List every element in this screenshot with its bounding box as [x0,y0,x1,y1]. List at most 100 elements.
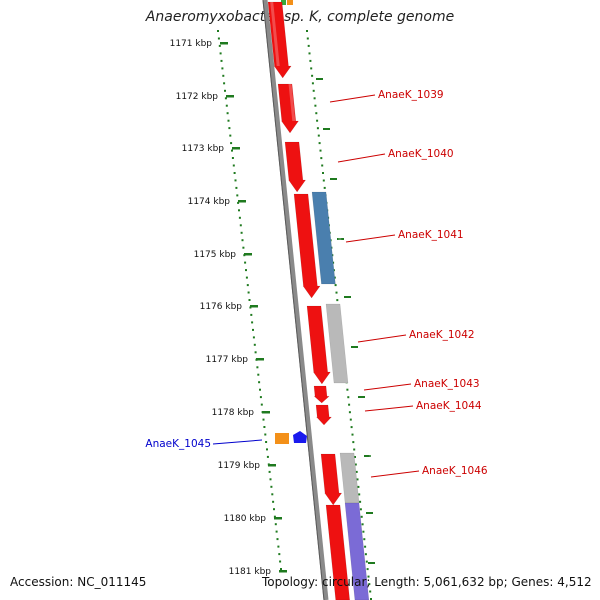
scale-dot [237,201,240,204]
tick-mark [279,570,287,573]
gene-shading [359,405,364,417]
scale-dot [360,515,363,518]
gene-block-AnaeK_1046 [339,452,360,504]
scale-dot [310,67,313,70]
scale-dot [311,74,314,77]
gene-arrow-AnaeK_1040 [277,83,299,134]
scale-dot [219,52,222,55]
scale-dot [348,411,351,414]
tick-label: 1173 kbp [182,144,225,154]
gene-arrow-AnaeK_1043b [313,385,330,404]
scale-dot [349,418,352,421]
scale-dot [235,186,238,189]
gene-block-lower [344,502,370,600]
scale-dot [245,269,247,272]
scale-dot [269,478,272,481]
map-title: Anaeromyxobacter sp. K, complete genome [145,9,455,25]
scale-dot [318,142,321,145]
scale-dot [224,97,227,100]
gene-label[interactable]: AnaeK_1045 [145,438,211,450]
gene-arrow-AnaeK_1043 [306,305,331,385]
scale-dot [239,224,242,227]
scale-dot [316,119,319,122]
gene-block-AnaeK_1041 [311,191,336,285]
gene-shading [379,505,391,588]
scale-dot [244,261,247,264]
scale-dot [280,568,282,570]
scale-dot [313,97,316,100]
tick-label: 1179 kbp [218,461,261,471]
scale-dot [265,441,268,443]
gene-shading [340,306,350,372]
scale-dot [353,448,356,451]
scale-dot [279,560,282,563]
scale-dot [218,44,221,47]
scale-dot [306,30,308,32]
scale-dot [222,74,225,77]
tick-mark [226,95,234,98]
scale-dot [231,157,234,159]
tick-label: 1174 kbp [188,197,231,207]
label-leader-line [329,94,376,103]
gene-shading [288,84,296,121]
label-leader-line [363,383,412,391]
scale-ticks: 1171 kbp 1172 kbp 1173 kbp 1174 kbp 1175 kbp… [170,39,287,577]
scale-dot [355,470,358,473]
scale-dot [272,500,275,503]
scale-dot [266,448,268,451]
gene-feature-partial [287,0,293,5]
gene-label[interactable]: AnaeK_1039 [378,89,444,101]
gene-shading [358,304,369,371]
scale-dot [317,134,320,137]
gene-label[interactable]: AnaeK_1043 [414,378,480,390]
scale-dot [311,82,314,85]
scale-dot [322,172,324,174]
tick-mark [274,517,282,520]
scale-dot [228,127,231,130]
scale-dot [238,209,240,212]
scale-dot [245,276,248,279]
outer-scale-dash [368,562,375,564]
scale-dot [351,433,354,436]
scale-dot [364,545,367,548]
gene-shading [333,192,345,272]
scale-dot [236,194,239,197]
scale-dot [333,276,336,279]
scale-dot [256,366,259,369]
scale-dot [259,388,261,391]
scale-dot [224,89,226,92]
scale-dot [370,598,372,600]
scale-dot [336,299,339,302]
gene-label[interactable]: AnaeK_1044 [416,400,482,412]
gene-label[interactable]: AnaeK_1040 [388,148,454,160]
outer-scale-dash [366,512,373,514]
scale-dot [247,291,250,294]
gene-label[interactable]: AnaeK_1046 [422,465,488,477]
scale-dot [278,553,281,556]
scale-dot [348,403,351,406]
tick-label: 1171 kbp [170,39,213,49]
scale-dot [352,441,355,444]
scale-dot [263,426,266,428]
tick-mark [238,200,246,203]
tick-mark [250,305,258,308]
scale-dot [264,433,267,436]
scale-dot [273,515,276,518]
tick-label: 1180 kbp [224,514,267,524]
scale-dot [321,164,324,167]
genome-backbone [262,0,329,600]
scale-dot [368,583,371,586]
scale-dot [252,328,254,331]
scale-dot [231,149,233,152]
scale-dot [276,538,279,541]
scale-dot [359,500,362,503]
label-leader-line [357,334,407,343]
scale-dot [268,470,271,473]
scale-dot [229,134,232,137]
tick-mark [232,147,240,150]
gene-label[interactable]: AnaeK_1041 [398,229,464,241]
gene-label[interactable]: AnaeK_1042 [409,329,475,341]
scale-dot [315,112,318,115]
scale-dot [354,463,357,466]
